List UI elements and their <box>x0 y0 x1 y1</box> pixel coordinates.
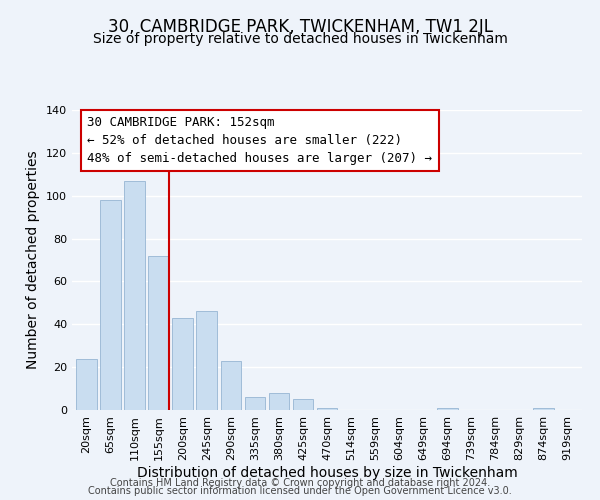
Y-axis label: Number of detached properties: Number of detached properties <box>26 150 40 370</box>
Bar <box>76 358 97 410</box>
Bar <box>269 393 289 410</box>
Bar <box>124 180 145 410</box>
Bar <box>317 408 337 410</box>
Text: Contains public sector information licensed under the Open Government Licence v3: Contains public sector information licen… <box>88 486 512 496</box>
Text: 30 CAMBRIDGE PARK: 152sqm
← 52% of detached houses are smaller (222)
48% of semi: 30 CAMBRIDGE PARK: 152sqm ← 52% of detac… <box>88 116 432 165</box>
X-axis label: Distribution of detached houses by size in Twickenham: Distribution of detached houses by size … <box>137 466 517 479</box>
Bar <box>533 408 554 410</box>
Text: 30, CAMBRIDGE PARK, TWICKENHAM, TW1 2JL: 30, CAMBRIDGE PARK, TWICKENHAM, TW1 2JL <box>107 18 493 36</box>
Bar <box>221 360 241 410</box>
Bar <box>148 256 169 410</box>
Bar <box>437 408 458 410</box>
Bar <box>100 200 121 410</box>
Text: Contains HM Land Registry data © Crown copyright and database right 2024.: Contains HM Land Registry data © Crown c… <box>110 478 490 488</box>
Bar <box>172 318 193 410</box>
Bar <box>245 397 265 410</box>
Bar <box>293 400 313 410</box>
Text: Size of property relative to detached houses in Twickenham: Size of property relative to detached ho… <box>92 32 508 46</box>
Bar <box>196 312 217 410</box>
